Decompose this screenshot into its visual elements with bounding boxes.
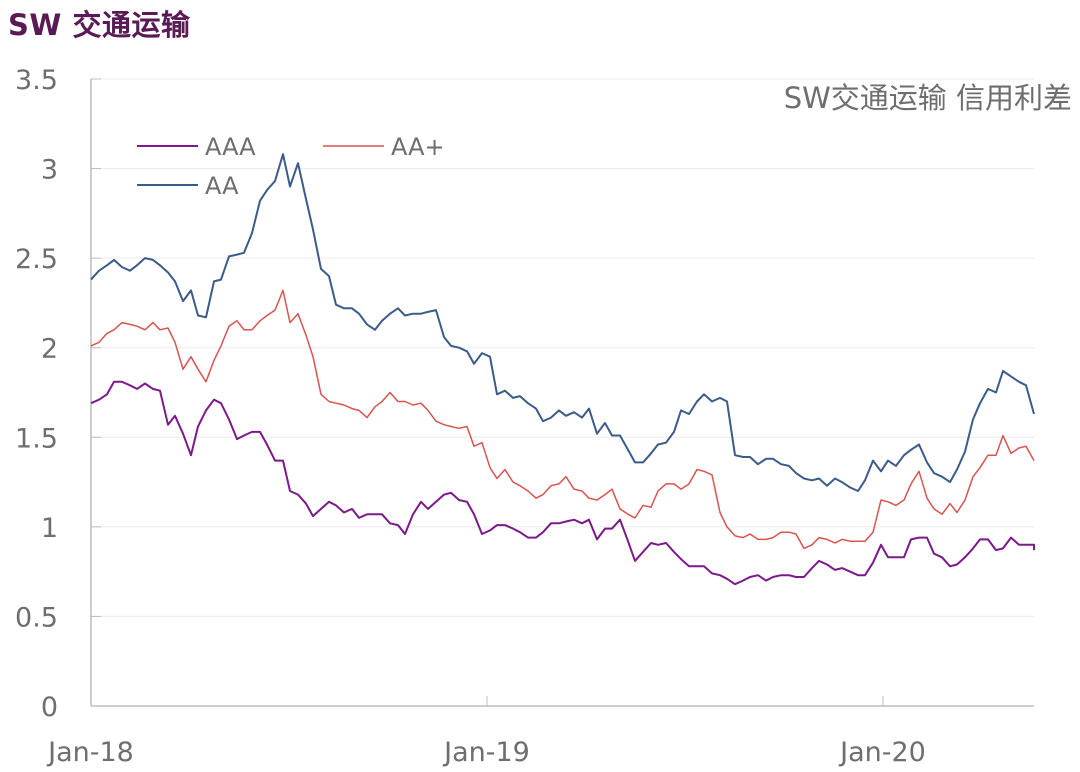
y-axis-ticks: 0 0.5 1 1.5 2 2.5 3 3.5 bbox=[15, 65, 58, 723]
chart-title: SW交通运输 信用利差 bbox=[783, 81, 1072, 115]
x-tick-label: Jan-20 bbox=[838, 737, 926, 768]
x-tick-label: Jan-18 bbox=[46, 737, 134, 768]
x-axis-ticks: Jan-18 Jan-19 Jan-20 bbox=[46, 737, 926, 768]
y-tick-label: 3 bbox=[41, 155, 58, 186]
legend-label-aa: AA bbox=[205, 172, 239, 200]
y-tick-label: 2.5 bbox=[15, 244, 58, 275]
axes bbox=[90, 79, 1034, 707]
y-tick-label: 0.5 bbox=[15, 602, 58, 633]
page-title: SW 交通运输 bbox=[8, 8, 191, 42]
series-line-aa-plus bbox=[90, 289, 1035, 550]
y-tick-label: 1.5 bbox=[15, 423, 58, 454]
series-lines bbox=[90, 153, 1035, 586]
legend-label-aa-plus: AA+ bbox=[391, 133, 445, 161]
x-tick-label: Jan-19 bbox=[442, 737, 530, 768]
gridlines bbox=[91, 78, 1034, 707]
y-tick-label: 3.5 bbox=[15, 65, 58, 96]
series-line-aaa bbox=[90, 380, 1035, 586]
y-tick-label: 1 bbox=[41, 513, 58, 544]
y-tick-label: 0 bbox=[41, 692, 58, 723]
legend-label-aaa: AAA bbox=[205, 133, 256, 161]
series-line-aa bbox=[90, 153, 1035, 492]
legend: AAA AA+ AA bbox=[137, 133, 445, 200]
y-tick-label: 2 bbox=[41, 334, 58, 365]
